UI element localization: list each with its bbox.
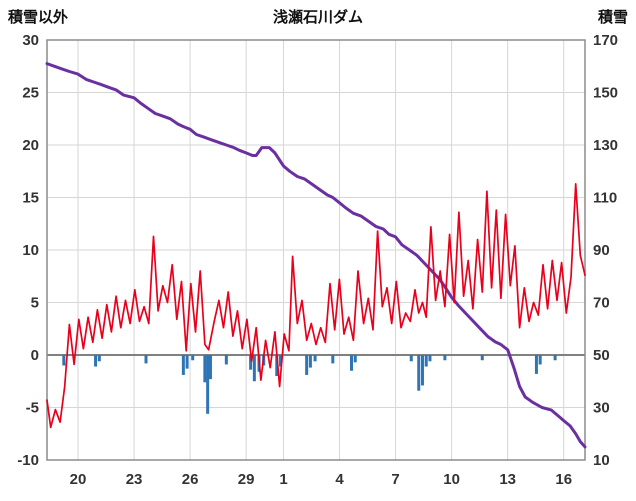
left-tick-label: -10 bbox=[17, 452, 39, 469]
bar-blue_bars bbox=[224, 355, 228, 365]
left-tick-label: 25 bbox=[22, 85, 39, 102]
bar-blue_bars bbox=[417, 355, 421, 391]
left-tick-label: 0 bbox=[31, 347, 39, 364]
right-tick-label: 30 bbox=[593, 400, 610, 417]
bar-blue_bars bbox=[349, 355, 353, 371]
x-tick-label: 23 bbox=[126, 471, 143, 488]
bar-blue_bars bbox=[144, 355, 148, 364]
bar-blue_bars bbox=[424, 355, 428, 367]
line-red_line_non_snow bbox=[46, 183, 586, 429]
bar-blue_bars bbox=[185, 355, 189, 369]
left-tick-label: 5 bbox=[31, 295, 39, 312]
bar-blue_bars bbox=[409, 355, 413, 362]
bar-blue_bars bbox=[353, 355, 357, 363]
x-tick-label: 29 bbox=[238, 471, 255, 488]
bar-blue_bars bbox=[279, 355, 283, 367]
right-axis-title: 積雪 bbox=[597, 9, 628, 26]
left-tick-label: -5 bbox=[26, 400, 39, 417]
bar-blue_bars bbox=[313, 355, 317, 362]
bar-blue_bars bbox=[538, 355, 542, 365]
left-tick-label: 20 bbox=[22, 137, 39, 154]
bar-blue_bars bbox=[443, 355, 447, 361]
x-tick-label: 20 bbox=[70, 471, 87, 488]
left-axis-title: 積雪以外 bbox=[8, 9, 69, 26]
bar-blue_bars bbox=[331, 355, 335, 364]
x-tick-label: 7 bbox=[391, 471, 399, 488]
right-tick-label: 90 bbox=[593, 242, 610, 259]
bar-blue_bars bbox=[305, 355, 309, 375]
plot-border bbox=[46, 39, 586, 461]
right-tick-label: 10 bbox=[593, 452, 610, 469]
bar-blue_bars bbox=[94, 355, 98, 367]
bar-blue_bars bbox=[308, 355, 312, 368]
bar-blue_bars bbox=[97, 355, 101, 362]
x-tick-label: 16 bbox=[555, 471, 572, 488]
bar-blue_bars bbox=[480, 355, 484, 361]
bar-blue_bars bbox=[252, 355, 256, 382]
left-tick-label: 15 bbox=[22, 190, 39, 207]
bar-blue_bars bbox=[275, 355, 279, 376]
bar-blue_bars bbox=[553, 355, 557, 361]
bar-blue_bars bbox=[62, 355, 66, 366]
bar-blue_bars bbox=[420, 355, 424, 386]
right-tick-label: 130 bbox=[593, 137, 618, 154]
right-tick-label: 170 bbox=[593, 32, 618, 49]
bar-blue_bars bbox=[203, 355, 207, 383]
x-tick-label: 26 bbox=[182, 471, 199, 488]
left-tick-label: 10 bbox=[22, 242, 39, 259]
line-purple_line_snow_depth bbox=[45, 62, 587, 449]
chart-title: 浅瀬石川ダム bbox=[272, 9, 363, 26]
bar-blue_bars bbox=[181, 355, 185, 375]
bar-blue_bars bbox=[534, 355, 538, 374]
bar-blue_bars bbox=[191, 355, 195, 361]
right-tick-label: 110 bbox=[593, 190, 617, 207]
right-tick-label: 150 bbox=[593, 85, 618, 102]
x-tick-label: 13 bbox=[499, 471, 516, 488]
x-tick-label: 10 bbox=[443, 471, 460, 488]
right-tick-label: 70 bbox=[593, 295, 610, 312]
right-tick-label: 50 bbox=[593, 347, 610, 364]
left-tick-label: 30 bbox=[22, 32, 39, 49]
x-tick-label: 1 bbox=[279, 471, 287, 488]
bar-blue_bars bbox=[249, 355, 253, 370]
x-tick-label: 4 bbox=[335, 471, 344, 488]
bar-blue_bars bbox=[208, 355, 212, 380]
bar-blue_bars bbox=[206, 355, 210, 414]
bar-blue_bars bbox=[428, 355, 432, 362]
